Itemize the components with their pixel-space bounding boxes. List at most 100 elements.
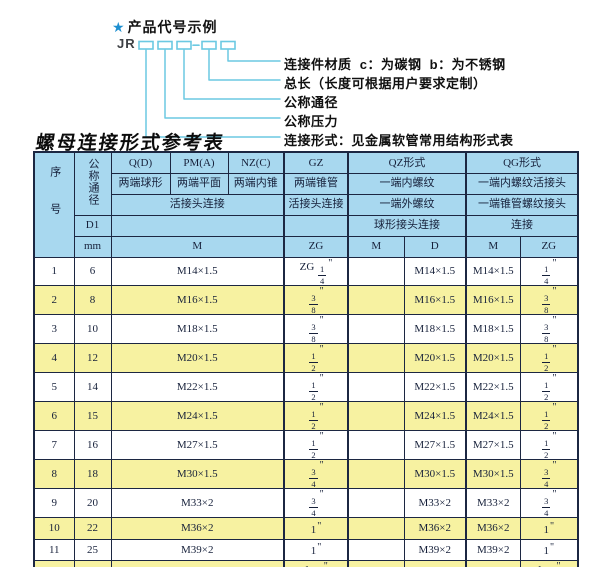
cell-qz_d: M24×1.5 bbox=[403, 401, 467, 432]
inch-mark: " bbox=[319, 460, 324, 472]
cell-no: 10 bbox=[33, 517, 75, 540]
nut-connection-table: 序号 公称通径 Q(D) PM(A) NZ(C) GZ QZ形式 QG形式 两端… bbox=[33, 151, 580, 567]
header-dn-label: 公称通径 bbox=[87, 158, 99, 207]
cell-dn: 18 bbox=[73, 459, 112, 490]
header-conn: 连接 bbox=[465, 214, 579, 237]
cell-qz_d: M30×1.5 bbox=[403, 459, 467, 490]
table-row: 7 16 M27×1.5 1 2 " M27×1.5 M27×1.5 1 2 " bbox=[33, 430, 579, 461]
cell-m: M24×1.5 bbox=[110, 401, 285, 432]
cell-qz_m bbox=[347, 560, 405, 567]
cell-m: M20×1.5 bbox=[110, 343, 285, 374]
header-d1: D1 bbox=[73, 214, 112, 237]
header-conn-type: 活接头连接 bbox=[110, 193, 285, 216]
cell-qg_m: M36×2 bbox=[465, 517, 521, 540]
code-label-connection: 连接形式：见金属软管常用结构形式表 bbox=[284, 133, 514, 148]
diagram-heading-text: 产品代号示例 bbox=[127, 19, 218, 35]
cell-no: 5 bbox=[33, 372, 75, 403]
cell-qz_d: M36×2 bbox=[403, 517, 467, 540]
table-row: 1 6 M14×1.5 ZG 1 4 " M14×1.5 M14×1.5 1 4 " bbox=[33, 256, 579, 287]
cell-qz_d: M16×1.5 bbox=[403, 285, 467, 316]
code-box bbox=[138, 40, 154, 50]
table-row: 3 10 M18×1.5 3 8 " M18×1.5 M18×1.5 3 8 " bbox=[33, 314, 579, 345]
inch-mark: " bbox=[556, 561, 561, 567]
table-row: 2 8 M16×1.5 3 8 " M16×1.5 M16×1.5 3 8 " bbox=[33, 285, 579, 316]
diagram-heading: ★ 产品代号示例 bbox=[112, 17, 218, 37]
cell-qg_m: M24×1.5 bbox=[465, 401, 521, 432]
inch-mark: " bbox=[319, 402, 324, 414]
cell-qg_m: M22×1.5 bbox=[465, 372, 521, 403]
table-row: 9 20 M33×2 3 4 " M33×2 M33×2 3 4 " bbox=[33, 488, 579, 519]
header-mm: mm bbox=[73, 235, 112, 258]
cell-qg_zg: 1 2 " bbox=[519, 401, 579, 432]
cell-no: 2 bbox=[33, 285, 75, 316]
cell-no: 1 bbox=[33, 256, 75, 287]
code-box bbox=[220, 40, 236, 50]
product-code-diagram bbox=[138, 40, 281, 138]
cell-dn: 32 bbox=[73, 560, 112, 567]
header-group-qd: Q(D) bbox=[110, 151, 171, 174]
cell-dn: 10 bbox=[73, 314, 112, 345]
header-group-pma: PM(A) bbox=[169, 151, 229, 174]
table-body: 1 6 M14×1.5 ZG 1 4 " M14×1.5 M14×1.5 1 4 " 2 8 M16×1.… bbox=[33, 256, 579, 567]
cell-qg_zg: 3 4 " bbox=[519, 459, 579, 490]
inch-mark: " bbox=[317, 520, 322, 532]
cell-qz_d: M39×2 bbox=[403, 538, 467, 562]
cell-qz_m bbox=[347, 285, 405, 316]
cell-no: 11 bbox=[33, 538, 75, 562]
header-cell-empty bbox=[283, 214, 349, 237]
inch-mark: " bbox=[549, 520, 555, 532]
cell-qz_m bbox=[347, 459, 405, 490]
cell-qg_zg: 1 14" bbox=[519, 560, 579, 567]
inch-mark: " bbox=[552, 257, 557, 269]
cell-qz_d: M22×1.5 bbox=[403, 372, 467, 403]
table-row: 5 14 M22×1.5 1 2 " M22×1.5 M22×1.5 1 2 " bbox=[33, 372, 579, 403]
cell-m: M18×1.5 bbox=[110, 314, 285, 345]
code-label-diameter: 公称通径 bbox=[284, 95, 339, 110]
leader-line bbox=[145, 49, 281, 138]
inch-mark: " bbox=[319, 286, 324, 298]
table-row: 10 22 M36×2 1" M36×2 M36×2 1" bbox=[33, 517, 579, 540]
inch-mark: " bbox=[552, 460, 557, 472]
table-row: 8 18 M30×1.5 3 4 " M30×1.5 M30×1.5 3 4 " bbox=[33, 459, 579, 490]
header-seq-label: 序号 bbox=[48, 166, 61, 241]
inch-mark: " bbox=[328, 257, 333, 269]
leader-line bbox=[164, 49, 281, 119]
inch-mark: " bbox=[549, 542, 555, 554]
header-end-type: 两端平面 bbox=[169, 172, 229, 195]
cell-zg: 3 8 " bbox=[283, 314, 349, 345]
cell-zg: 1" bbox=[283, 517, 349, 540]
star-icon: ★ bbox=[112, 19, 126, 35]
cell-qz_m bbox=[347, 401, 405, 432]
cell-zg: 1 2 " bbox=[283, 430, 349, 461]
cell-qz_m bbox=[347, 430, 405, 461]
cell-qz_m bbox=[347, 488, 405, 519]
cell-qg_zg: 3 8 " bbox=[519, 314, 579, 345]
inch-mark: " bbox=[319, 344, 324, 356]
cell-zg: 3 4 " bbox=[283, 488, 349, 519]
code-box bbox=[157, 40, 173, 50]
cell-dn: 14 bbox=[73, 372, 112, 403]
cell-no: 3 bbox=[33, 314, 75, 345]
cell-no: 4 bbox=[33, 343, 75, 374]
cell-qg_m: M18×1.5 bbox=[465, 314, 521, 345]
cell-zg: 1 14" bbox=[283, 560, 349, 567]
cell-qg_zg: 1 2 " bbox=[519, 372, 579, 403]
cell-dn: 22 bbox=[73, 517, 112, 540]
leader-line bbox=[183, 49, 281, 100]
cell-zg: 3 4 " bbox=[283, 459, 349, 490]
cell-qg_m: M20×1.5 bbox=[465, 343, 521, 374]
cell-dn: 12 bbox=[73, 343, 112, 374]
cell-qg_zg: 1 2 " bbox=[519, 343, 579, 374]
cell-m: M16×1.5 bbox=[110, 285, 285, 316]
